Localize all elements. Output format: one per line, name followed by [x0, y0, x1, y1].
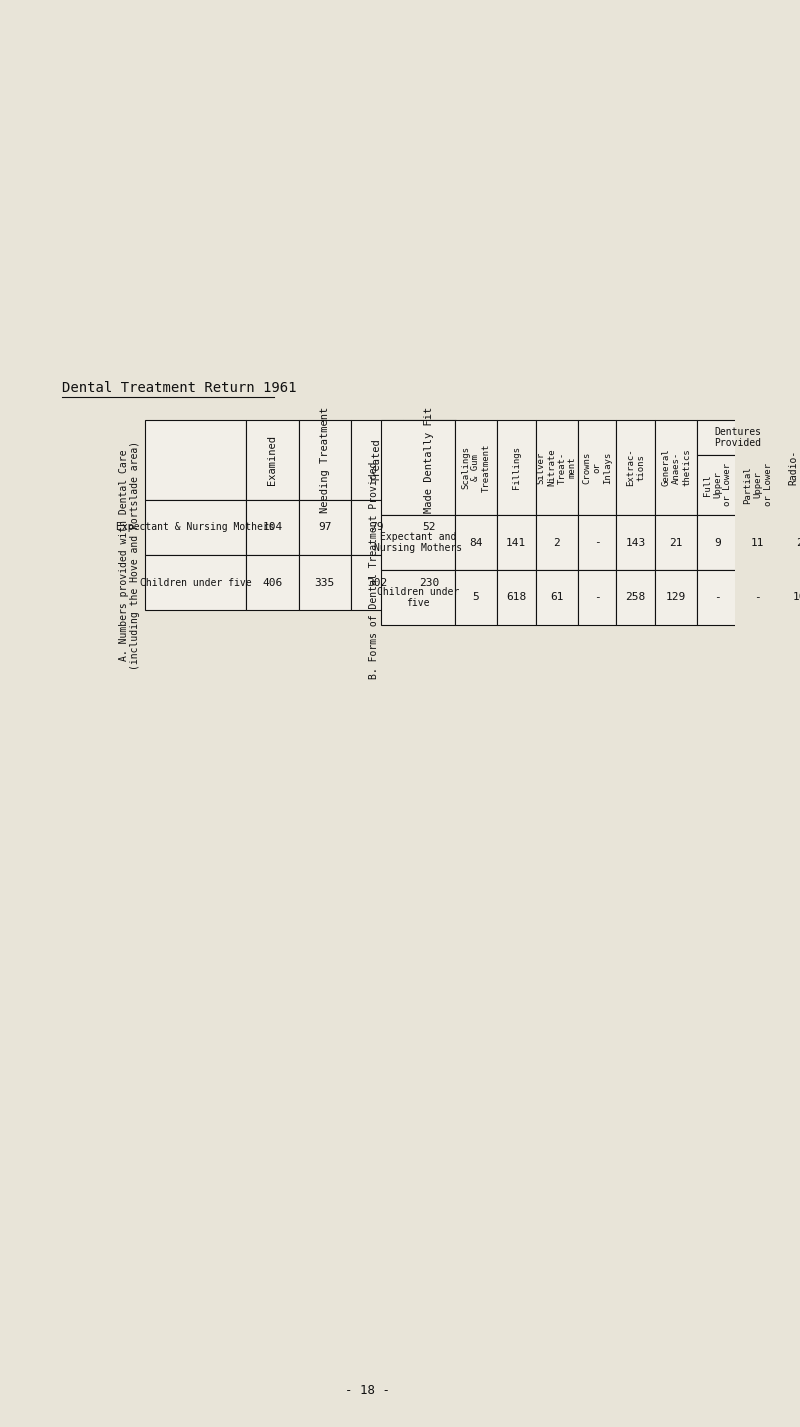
Text: 84: 84: [469, 538, 482, 548]
Text: Fillings: Fillings: [512, 447, 521, 489]
Text: Treated: Treated: [372, 438, 382, 482]
Text: B. Forms of Dental Treatment Provided: B. Forms of Dental Treatment Provided: [369, 461, 379, 679]
Bar: [655, 515, 698, 569]
Text: Scalings
& Gum
Treatment: Scalings & Gum Treatment: [461, 444, 490, 492]
Text: 129: 129: [666, 592, 686, 602]
Bar: [454, 420, 497, 515]
Text: 11: 11: [751, 538, 765, 548]
Bar: [578, 420, 617, 515]
Bar: [578, 569, 617, 625]
Bar: [535, 569, 578, 625]
Bar: [145, 499, 246, 555]
Text: -: -: [754, 592, 762, 602]
Text: Dentures
Provided: Dentures Provided: [714, 427, 762, 448]
Text: 9: 9: [714, 538, 721, 548]
Text: 406: 406: [262, 578, 282, 588]
Text: -: -: [594, 538, 601, 548]
Text: 141: 141: [506, 538, 526, 548]
Text: 104: 104: [262, 522, 282, 532]
Text: - 18 -: - 18 -: [345, 1384, 390, 1397]
Text: Partial
Upper
or Lower: Partial Upper or Lower: [743, 464, 773, 507]
Bar: [617, 515, 655, 569]
Bar: [497, 569, 535, 625]
Text: 2: 2: [554, 538, 560, 548]
Bar: [382, 515, 454, 569]
Text: 258: 258: [626, 592, 646, 602]
Bar: [655, 569, 698, 625]
Text: Children under
five: Children under five: [377, 586, 459, 608]
Text: Examined: Examined: [267, 435, 278, 485]
Text: 21: 21: [670, 538, 683, 548]
Bar: [403, 420, 456, 499]
Text: A. Numbers provided with Dental Care
(including the Hove and Portslade area): A. Numbers provided with Dental Care (in…: [118, 441, 140, 669]
Bar: [578, 515, 617, 569]
Text: Children under five: Children under five: [140, 578, 251, 588]
Text: Made Dentally Fit: Made Dentally Fit: [425, 407, 434, 514]
Bar: [145, 420, 246, 499]
Bar: [351, 420, 403, 499]
Text: 618: 618: [506, 592, 526, 602]
Bar: [738, 569, 778, 625]
Bar: [145, 555, 246, 609]
Bar: [382, 420, 454, 515]
Bar: [778, 420, 800, 515]
Bar: [738, 515, 778, 569]
Text: Dental Treatment Return 1961: Dental Treatment Return 1961: [62, 381, 297, 395]
Text: Full
Upper
or Lower: Full Upper or Lower: [702, 464, 732, 507]
Bar: [351, 555, 403, 609]
Text: 10: 10: [793, 592, 800, 602]
Text: 230: 230: [419, 578, 440, 588]
Bar: [298, 555, 351, 609]
Bar: [535, 420, 578, 515]
Bar: [298, 420, 351, 499]
Bar: [298, 499, 351, 555]
Text: Crowns
or
Inlays: Crowns or Inlays: [582, 451, 612, 484]
Text: -: -: [594, 592, 601, 602]
Text: 335: 335: [314, 578, 335, 588]
Bar: [617, 420, 655, 515]
Text: Needing Treatment: Needing Treatment: [320, 407, 330, 514]
Bar: [246, 499, 298, 555]
Text: -: -: [714, 592, 721, 602]
Bar: [497, 515, 535, 569]
Text: 2: 2: [796, 538, 800, 548]
Text: General
Anaes-
thetics: General Anaes- thetics: [662, 448, 691, 487]
Text: 61: 61: [550, 592, 563, 602]
Bar: [351, 499, 403, 555]
Bar: [655, 420, 698, 515]
Bar: [698, 515, 738, 569]
Bar: [454, 515, 497, 569]
Text: 5: 5: [473, 592, 479, 602]
Bar: [778, 569, 800, 625]
Bar: [698, 420, 778, 455]
Text: Extrac-
tions: Extrac- tions: [626, 448, 646, 487]
Bar: [403, 499, 456, 555]
Text: 143: 143: [626, 538, 646, 548]
Bar: [246, 555, 298, 609]
Text: Expectant and
Nursing Mothers: Expectant and Nursing Mothers: [374, 532, 462, 554]
Text: Expectant & Nursing Mothers: Expectant & Nursing Mothers: [116, 522, 275, 532]
Text: 302: 302: [367, 578, 387, 588]
Bar: [698, 569, 738, 625]
Text: 97: 97: [318, 522, 331, 532]
Bar: [778, 515, 800, 569]
Bar: [698, 455, 738, 515]
Bar: [403, 555, 456, 609]
Bar: [246, 420, 298, 499]
Text: Silver
Nitrate
Treat-
ment: Silver Nitrate Treat- ment: [537, 448, 577, 487]
Bar: [454, 569, 497, 625]
Bar: [497, 420, 535, 515]
Text: Radio-
graphs: Radio- graphs: [789, 450, 800, 485]
Bar: [617, 569, 655, 625]
Bar: [535, 515, 578, 569]
Text: 52: 52: [422, 522, 436, 532]
Bar: [382, 569, 454, 625]
Text: 79: 79: [370, 522, 384, 532]
Bar: [738, 455, 778, 515]
